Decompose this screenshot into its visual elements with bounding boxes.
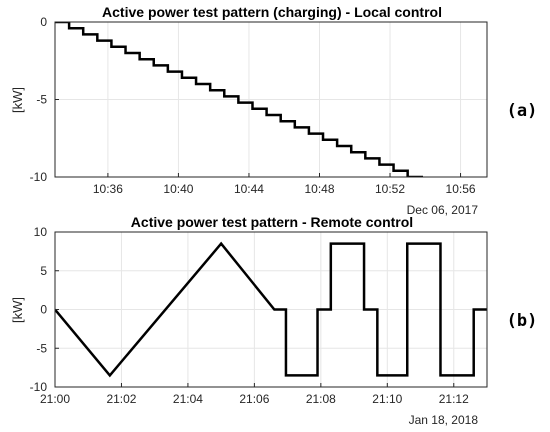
- y-tick-label: 0: [40, 303, 47, 317]
- series-line: [55, 241, 487, 378]
- y-tick-label: 10: [34, 225, 48, 239]
- x-tick-label: 21:10: [372, 392, 402, 406]
- x-tick-label: 21:06: [239, 392, 269, 406]
- y-tick-label: -10: [30, 380, 48, 394]
- y-axis-label: [kW]: [10, 297, 25, 323]
- y-tick-label: -10: [30, 170, 48, 184]
- series-group: [55, 22, 424, 177]
- chart-title: Active power test pattern - Remote contr…: [131, 214, 413, 230]
- x-tick-label: 21:12: [439, 392, 469, 406]
- y-axis: 10 5 0 -5 -10: [30, 225, 59, 394]
- x-tick-label: 21:04: [173, 392, 203, 406]
- x-tick-label: 21:00: [40, 392, 70, 406]
- x-tick-label: 21:02: [106, 392, 136, 406]
- chart-panel-a: Active power test pattern (charging) - L…: [10, 4, 537, 217]
- x-axis: 10:36 10:40 10:44 10:48 10:52 10:56: [93, 173, 476, 196]
- y-tick-label: 5: [40, 264, 47, 278]
- x-tick-label: 21:08: [306, 392, 336, 406]
- y-tick-label: -5: [36, 341, 47, 355]
- x-tick-label: 10:36: [93, 182, 123, 196]
- date-label: Dec 06, 2017: [407, 203, 479, 217]
- y-tick-label: -5: [36, 93, 47, 107]
- y-axis: 0 -5 -10: [30, 15, 59, 184]
- y-axis-label: [kW]: [10, 87, 25, 113]
- x-tick-label: 10:44: [234, 182, 264, 196]
- chart-title: Active power test pattern (charging) - L…: [102, 4, 442, 20]
- y-tick-label: 0: [40, 15, 47, 29]
- x-tick-label: 10:52: [375, 182, 405, 196]
- x-tick-label: 10:56: [446, 182, 476, 196]
- x-tick-label: 10:40: [163, 182, 193, 196]
- panel-label: (b): [507, 311, 538, 331]
- series-group: [55, 241, 487, 378]
- panel-label: (a): [507, 101, 538, 121]
- grid: [55, 21, 487, 178]
- date-label: Jan 18, 2018: [409, 413, 479, 427]
- series-line: [55, 22, 424, 177]
- x-tick-label: 10:48: [304, 182, 334, 196]
- chart-panel-b: Active power test pattern - Remote contr…: [10, 214, 537, 427]
- x-axis: 21:00 21:02 21:04 21:06 21:08 21:10 21:12: [40, 383, 469, 406]
